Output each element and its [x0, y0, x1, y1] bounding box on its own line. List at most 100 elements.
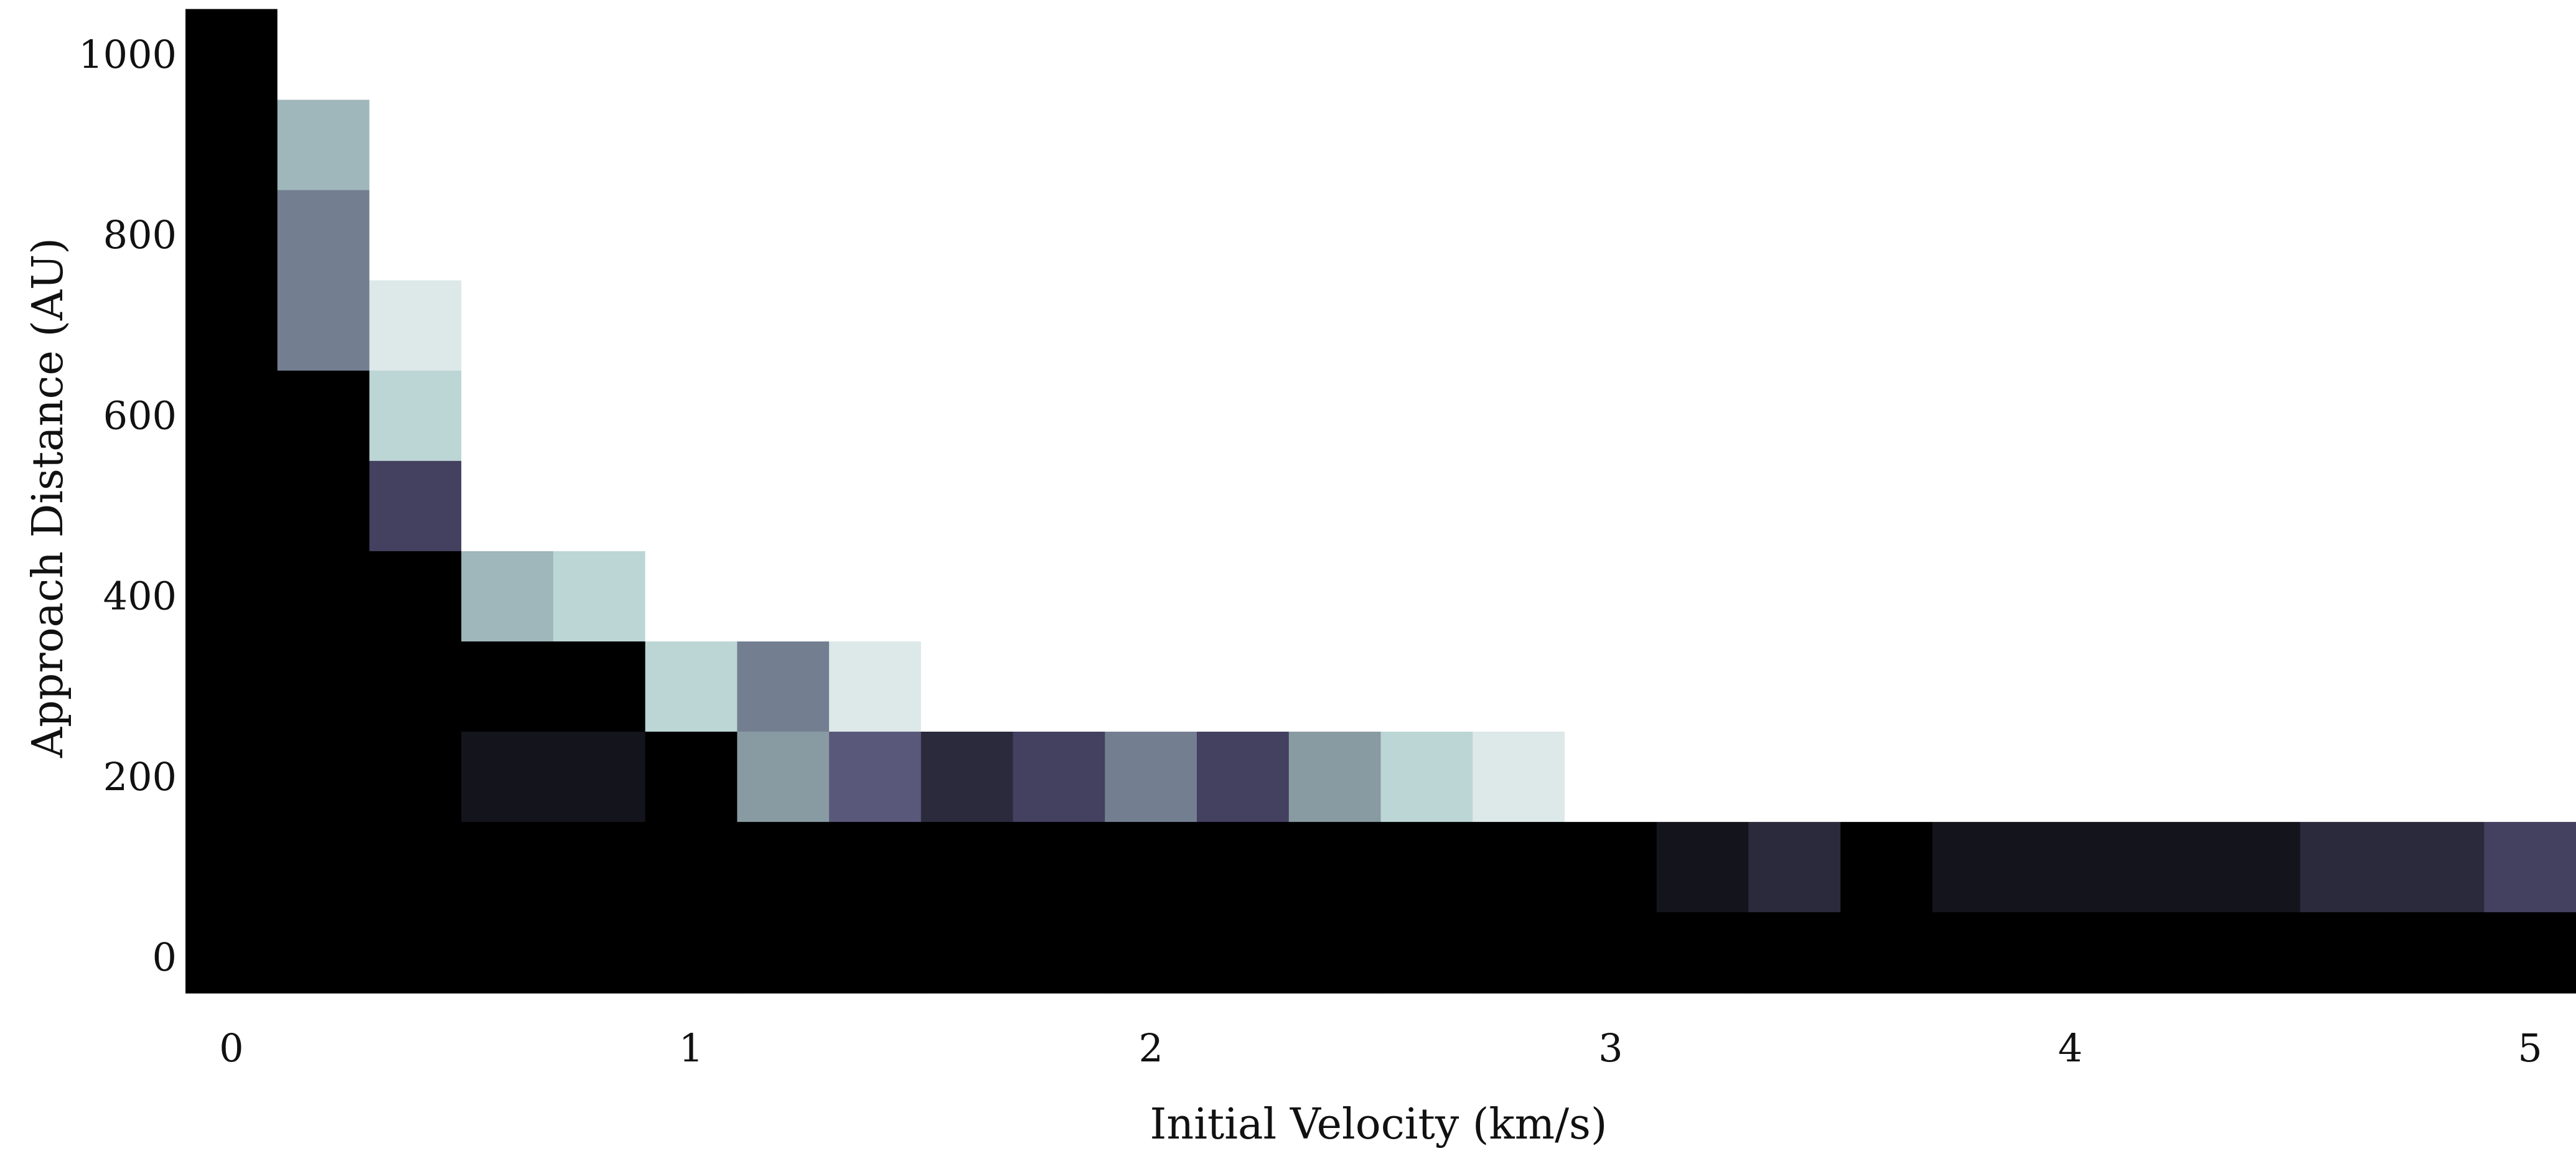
heatmap-cell [553, 551, 646, 641]
heatmap-cell [1197, 551, 1290, 641]
heatmap-cell [1013, 460, 1106, 551]
heatmap-cell [277, 821, 370, 913]
heatmap-cell [920, 460, 1014, 551]
heatmap-cell [185, 641, 278, 732]
heatmap-cell [553, 821, 646, 913]
heatmap-cell [2116, 821, 2209, 913]
heatmap-cell [2484, 731, 2576, 822]
heatmap-cell [2208, 370, 2301, 461]
heatmap-cell [1288, 9, 1382, 100]
heatmap-cell [553, 731, 646, 822]
heatmap-cell [829, 911, 922, 994]
heatmap-cell [1473, 279, 1565, 371]
heatmap-cell [2208, 911, 2301, 994]
heatmap-cell [2392, 551, 2485, 641]
heatmap-cells [185, 9, 2576, 994]
heatmap-cell [461, 731, 554, 822]
y-tick-label: 1000 [78, 32, 177, 77]
heatmap-cell [1473, 189, 1565, 281]
heatmap-cell [1748, 641, 1841, 732]
heatmap-cell [1932, 731, 2025, 822]
heatmap-cell [2484, 551, 2576, 641]
heatmap-cell [277, 9, 370, 100]
heatmap-cell [1380, 911, 1473, 994]
heatmap-cell [2024, 189, 2117, 281]
heatmap-cell [185, 99, 278, 190]
heatmap-cell [737, 370, 830, 461]
heatmap-cell [1932, 279, 2025, 371]
heatmap-cell [2392, 460, 2485, 551]
heatmap-cell [2024, 731, 2117, 822]
heatmap-cell [2392, 189, 2485, 281]
heatmap-cell [920, 911, 1014, 994]
heatmap-cell [369, 460, 462, 551]
heatmap-cell [1656, 279, 1749, 371]
heatmap-cell [1105, 460, 1197, 551]
x-tick-label: 2 [1138, 1025, 1163, 1071]
heatmap-cell [1013, 279, 1106, 371]
heatmap-cell [1656, 189, 1749, 281]
heatmap-cell [1380, 9, 1473, 100]
heatmap-cell [553, 9, 646, 100]
heatmap-cell [2208, 460, 2301, 551]
heatmap-cell [553, 911, 646, 994]
heatmap-cell [2116, 9, 2209, 100]
heatmap-cell [737, 279, 830, 371]
x-axis-ticks: 0 1 2 3 4 5 [219, 1025, 2542, 1071]
heatmap-cell [2116, 99, 2209, 190]
heatmap-cell [1288, 731, 1382, 822]
x-tick-label: 5 [2517, 1025, 2542, 1071]
heatmap-cell [1932, 821, 2025, 913]
heatmap-cell [1197, 279, 1290, 371]
heatmap-cell [1105, 641, 1197, 732]
heatmap-cell [461, 911, 554, 994]
heatmap-cell [2300, 279, 2393, 371]
heatmap-cell [2300, 551, 2393, 641]
heatmap-cell [2208, 551, 2301, 641]
heatmap-cell [1656, 641, 1749, 732]
heatmap-cell [2484, 189, 2576, 281]
heatmap-cell [1656, 460, 1749, 551]
heatmap-cell [369, 279, 462, 371]
heatmap-cell [461, 9, 554, 100]
heatmap-cell [1656, 370, 1749, 461]
heatmap-cell [2116, 460, 2209, 551]
heatmap-cell [1840, 911, 1933, 994]
heatmap-cell [2024, 9, 2117, 100]
heatmap-cell [1473, 821, 1565, 913]
heatmap-cell [645, 460, 738, 551]
heatmap-cell [1932, 99, 2025, 190]
heatmap-cell [920, 189, 1014, 281]
heatmap-cell [1656, 731, 1749, 822]
heatmap-cell [2392, 279, 2485, 371]
heatmap-cell [369, 911, 462, 994]
heatmap-cell [1105, 370, 1197, 461]
heatmap-cell [1197, 821, 1290, 913]
heatmap-cell [737, 9, 830, 100]
y-tick-label: 800 [103, 212, 177, 258]
heatmap-cell [2300, 911, 2393, 994]
heatmap-cell [2024, 911, 2117, 994]
heatmap-cell [277, 731, 370, 822]
heatmap-cell [185, 911, 278, 994]
heatmap-cell [185, 460, 278, 551]
heatmap-cell [185, 9, 278, 100]
heatmap-cell [185, 551, 278, 641]
heatmap-cell [1013, 9, 1106, 100]
heatmap-cell [2392, 370, 2485, 461]
heatmap-cell [553, 460, 646, 551]
heatmap-cell [1380, 99, 1473, 190]
heatmap-cell [1380, 731, 1473, 822]
heatmap-cell [1565, 731, 1657, 822]
heatmap-cell [829, 370, 922, 461]
heatmap-cell [1932, 370, 2025, 461]
heatmap-cell [920, 821, 1014, 913]
heatmap-cell [2116, 189, 2209, 281]
heatmap-cell [1932, 551, 2025, 641]
heatmap-cell [1105, 911, 1197, 994]
heatmap-cell [2300, 460, 2393, 551]
heatmap-cell [1013, 99, 1106, 190]
heatmap-cell [1380, 821, 1473, 913]
heatmap-cell [553, 641, 646, 732]
heatmap-cell [1748, 551, 1841, 641]
